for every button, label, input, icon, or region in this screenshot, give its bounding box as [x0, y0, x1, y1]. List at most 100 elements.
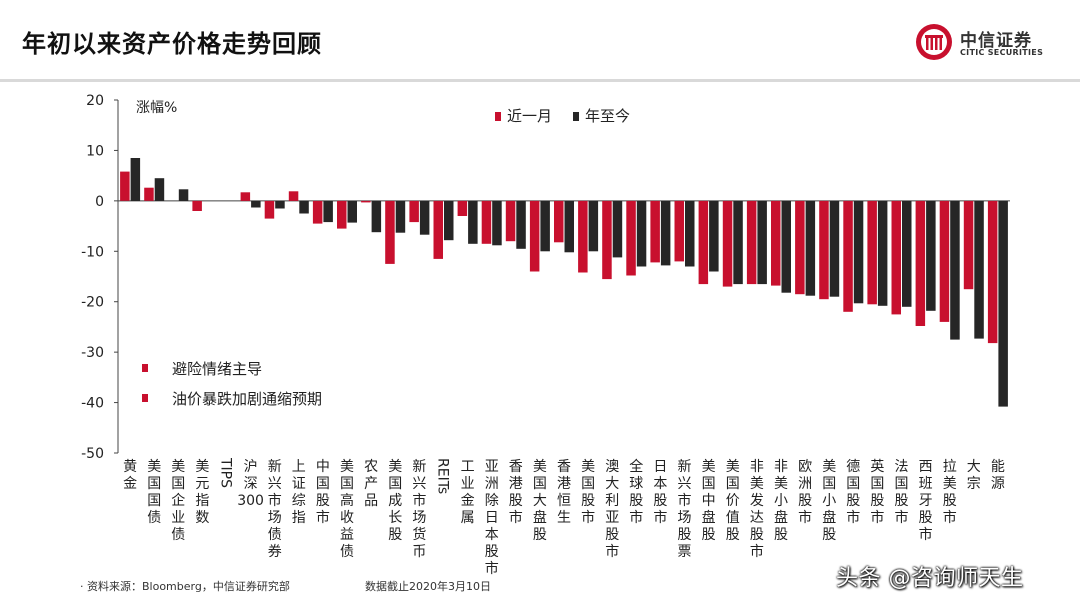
bar-ytd [709, 200, 719, 272]
bar-recent-month [264, 200, 275, 219]
bar-ytd [612, 200, 623, 258]
bar-recent-month [626, 200, 636, 276]
bar-recent-month [144, 187, 154, 201]
x-category-label: 农产品 [364, 459, 378, 509]
bar-ytd [733, 200, 743, 285]
x-category-label: 美元指数 [195, 459, 209, 526]
citic-logo-icon [916, 24, 952, 60]
x-category-label: 美国大盘股 [533, 459, 547, 543]
source-note: · 资料来源：Bloomberg，中信证券研究部 [80, 580, 290, 593]
bar-recent-month [674, 200, 684, 262]
bar-ytd [805, 200, 816, 296]
data-date-note: 数据截止2020年3月10日 [365, 580, 491, 593]
bar-recent-month [915, 200, 926, 326]
x-category-label: 中国股市 [316, 459, 330, 526]
bar-recent-month [602, 200, 612, 280]
bar-ytd [902, 200, 912, 307]
annotation-bullet [142, 364, 148, 372]
x-category-label: 德国股市 [846, 459, 860, 526]
bar-recent-month [698, 200, 709, 285]
y-tick-label: -30 [81, 345, 104, 361]
bar-recent-month [987, 200, 998, 344]
bar-ytd [178, 189, 189, 201]
x-category-label: 新兴市场债券 [268, 459, 282, 560]
legend-swatch-ytd [573, 112, 579, 121]
bar-ytd [395, 200, 406, 233]
x-category-label: 非美小盘股 [774, 459, 788, 543]
bar-recent-month [433, 200, 443, 259]
y-axis-unit-label: 涨幅% [136, 100, 177, 116]
x-category-label: 黄金 [123, 458, 137, 492]
bar-ytd [877, 200, 888, 306]
bar-recent-month [867, 200, 877, 305]
legend-swatch-recent [495, 112, 501, 121]
x-category-label: 美国股市 [581, 459, 595, 526]
y-tick-label: -10 [81, 244, 104, 260]
x-category-label: 新兴市场货币 [412, 459, 426, 560]
bar-ytd [781, 200, 791, 293]
bar-ytd [950, 200, 960, 340]
x-category-label: 美国小盘股 [822, 459, 836, 543]
x-category-label: 香港股市 [509, 459, 523, 526]
bar-recent-month [843, 200, 853, 312]
bar-ytd [444, 200, 454, 241]
bar-recent-month [385, 200, 395, 264]
annotation-bullet [142, 394, 148, 402]
x-category-label: 欧洲股市 [798, 459, 812, 526]
y-tick-label: 10 [86, 143, 104, 159]
bar-ytd [998, 200, 1008, 407]
bar-recent-month [409, 200, 419, 223]
bar-recent-month [891, 200, 901, 315]
logo-text-cn: 中信证券 [960, 31, 1032, 51]
x-category-label: 澳大利亚股市 [605, 459, 619, 560]
x-category-label: 日本股市 [653, 459, 667, 526]
x-category-label: REITs [435, 458, 451, 494]
bar-ytd [588, 200, 599, 252]
y-tick-label: 0 [95, 194, 104, 210]
bar-ytd [829, 200, 840, 297]
bar-recent-month [457, 200, 468, 216]
legend-label: 年至今 [585, 107, 630, 125]
x-category-label: 法国股市 [895, 459, 909, 526]
x-category-label: 非美发达股市 [750, 459, 764, 560]
y-tick-label: 20 [86, 93, 104, 109]
bar-ytd [251, 200, 261, 208]
bar-recent-month [240, 192, 251, 201]
x-category-label: 沪深 300 [237, 459, 264, 509]
bar-ytd [419, 200, 430, 235]
citic-logo: 中信证券 CITIC SECURITIES [914, 22, 1074, 62]
y-tick-label: -40 [81, 396, 104, 412]
bar-recent-month [288, 191, 299, 201]
x-category-label: 工业金属 [461, 459, 475, 526]
bar-ytd [685, 200, 695, 267]
bar-recent-month [939, 200, 950, 322]
header-divider [0, 79, 1080, 82]
x-category-label: 香港恒生 [557, 459, 571, 526]
bar-ytd [492, 200, 502, 246]
bar-recent-month [554, 200, 564, 243]
bar-ytd [974, 200, 984, 339]
x-category-label: 美国中盘股 [702, 459, 716, 543]
bar-recent-month [337, 200, 347, 229]
bar-recent-month [650, 200, 660, 263]
y-tick-label: -50 [81, 446, 104, 462]
bar-recent-month [481, 200, 492, 244]
bar-recent-month [578, 200, 588, 273]
watermark: 头条 @咨询师天生 [836, 566, 1024, 591]
bar-ytd [468, 200, 478, 244]
bar-ytd [154, 178, 165, 201]
y-tick-label: -20 [81, 295, 104, 311]
bar-ytd [130, 158, 141, 201]
x-category-label: 大宗 [967, 459, 981, 492]
x-category-label: 上证综指 [292, 459, 306, 526]
x-category-label: TIPS [218, 457, 234, 488]
bar-recent-month [192, 200, 202, 211]
x-category-label: 拉美股市 [943, 459, 957, 526]
x-category-label: 美国国债 [147, 459, 161, 526]
x-category-label: 英国股市 [870, 458, 884, 526]
bar-recent-month [120, 171, 130, 201]
x-category-label: 美国高收益债 [340, 459, 354, 560]
annotation-text: 油价暴跌加剧通缩预期 [172, 390, 322, 408]
bar-ytd [516, 200, 526, 249]
